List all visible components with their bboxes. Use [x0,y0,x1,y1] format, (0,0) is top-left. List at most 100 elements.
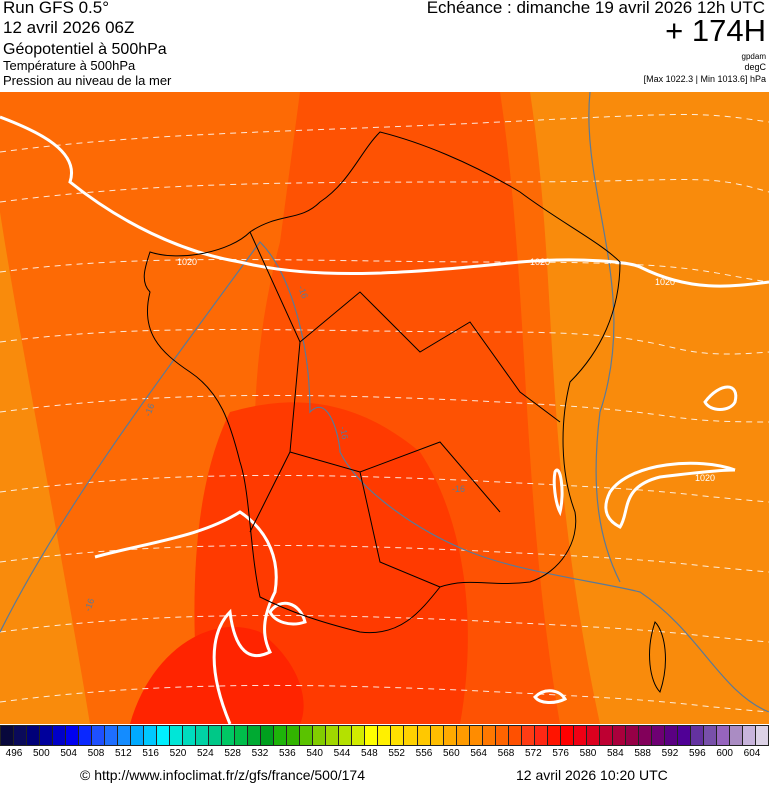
run-date: 12 avril 2026 06Z [3,18,135,37]
coastlines-borders [143,131,666,693]
isobars-1020 [0,115,769,724]
color-scale-tick-label: 588 [634,748,651,759]
field-temperature: Température à 500hPa [3,58,136,73]
pressure-minmax: [Max 1022.3 | Min 1013.6] hPa [643,74,766,84]
color-scale-swatch [469,726,483,745]
isotherm-label: -16 [142,402,156,418]
color-scale-tick-label: 568 [497,748,515,759]
lead-time: + 174H [665,13,766,48]
color-scale-tick-label: 584 [606,748,624,759]
isobar-label: 1020 [177,257,197,267]
color-scale-swatch [313,726,327,745]
color-scale-swatch [300,726,314,745]
color-scale-swatch [456,726,470,745]
color-scale-swatch [664,726,678,745]
color-scale-swatch [14,726,28,745]
color-scale-tick-label: 508 [87,748,105,759]
color-scale-tick-label: 560 [442,748,460,759]
color-scale-swatch [677,726,691,745]
unit-degc: degC [744,62,766,72]
color-scale-swatch [482,726,496,745]
color-scale-tick-label: 496 [5,748,23,759]
color-scale-swatch [66,726,80,745]
color-scale-swatch [222,726,236,745]
color-scale-swatch [716,726,730,745]
color-scale-tick-label: 540 [306,748,323,759]
color-scale-swatch [27,726,41,745]
source-url[interactable]: © http://www.infoclimat.fr/z/gfs/france/… [80,767,365,783]
color-scale-swatch [196,726,210,745]
color-scale-swatch [495,726,509,745]
isobar-label: 1020 [695,473,715,483]
isobar-label: 1020 [530,257,550,267]
isotherm-label: -16 [296,284,310,300]
color-scale-swatch [560,726,574,745]
color-scale-tick-label: 576 [552,748,569,759]
color-scale-swatch [183,726,197,745]
color-scale-swatch [339,726,353,745]
color-scale-swatch [404,726,418,745]
color-scale-swatch [209,726,223,745]
isotherm-contours [0,92,769,713]
color-scale-tick-label: 524 [196,748,214,759]
run-title: Run GFS 0.5° [3,0,110,17]
forecast-time: Echéance : dimanche 19 avril 2026 12h UT… [426,0,765,17]
color-scale-tick-label: 516 [142,748,159,759]
color-scale-tick-label: 564 [470,748,487,759]
unit-gpdam: gpdam [741,52,766,61]
color-scale-swatch [742,726,756,745]
color-scale-swatch [729,726,743,745]
color-scale-swatch [755,726,769,745]
color-scale-swatch [378,726,392,745]
weather-map: 1020 1020 1020 1020 -16 -16 -16 -16 -16 [0,92,769,724]
color-scale-tick-label: 544 [333,748,351,759]
color-scale-swatch [547,726,561,745]
color-scale-swatch [534,726,548,745]
color-scale-swatch [703,726,717,745]
color-scale-swatch [53,726,67,745]
color-scale-swatch [144,726,158,745]
color-scale-tick-label: 504 [60,748,77,759]
color-scale-tick-label: 532 [251,748,269,759]
color-scale-swatch [105,726,119,745]
color-scale-swatch [612,726,626,745]
color-scale-swatch [430,726,444,745]
color-scale-swatch [248,726,262,745]
isotherm-label: -16 [82,597,96,613]
color-scale-swatch [131,726,145,745]
color-scale-swatch [365,726,379,745]
color-scale-tick-label: 600 [716,748,733,759]
color-scale-swatch [690,726,704,745]
color-scale-swatch [170,726,184,745]
color-scale-tick-label: 552 [388,748,405,759]
color-scale-tick-label: 512 [114,748,132,759]
color-scale-swatch [0,726,15,745]
color-scale-swatch [79,726,93,745]
color-scale-tick-label: 528 [224,748,241,759]
color-scale-swatch [40,726,54,745]
color-scale-tick-label: 556 [415,748,433,759]
color-scale [0,725,769,746]
color-scale-swatch [651,726,665,745]
color-scale-swatch [625,726,639,745]
color-scale-swatch [417,726,431,745]
color-scale-swatch [157,726,171,745]
color-scale-tick-label: 572 [524,748,542,759]
color-scale-swatch [92,726,106,745]
color-scale-swatch [599,726,613,745]
field-pressure: Pression au niveau de la mer [3,73,172,88]
field-geopotential: Géopotentiel à 500hPa [3,41,167,58]
color-scale-tick-label: 580 [579,748,597,759]
generated-timestamp: 12 avril 2026 10:20 UTC [516,767,668,783]
color-scale-swatch [586,726,600,745]
color-scale-tick-label: 520 [169,748,187,759]
color-scale-swatch [326,726,340,745]
geopotential-contours [0,114,769,713]
color-scale-swatch [508,726,522,745]
color-scale-tick-label: 596 [688,748,706,759]
color-scale-swatch [118,726,132,745]
color-scale-swatch [638,726,652,745]
color-scale-tick-label: 500 [32,748,50,759]
isotherm-label: -16 [338,426,350,441]
color-scale-swatch [235,726,249,745]
